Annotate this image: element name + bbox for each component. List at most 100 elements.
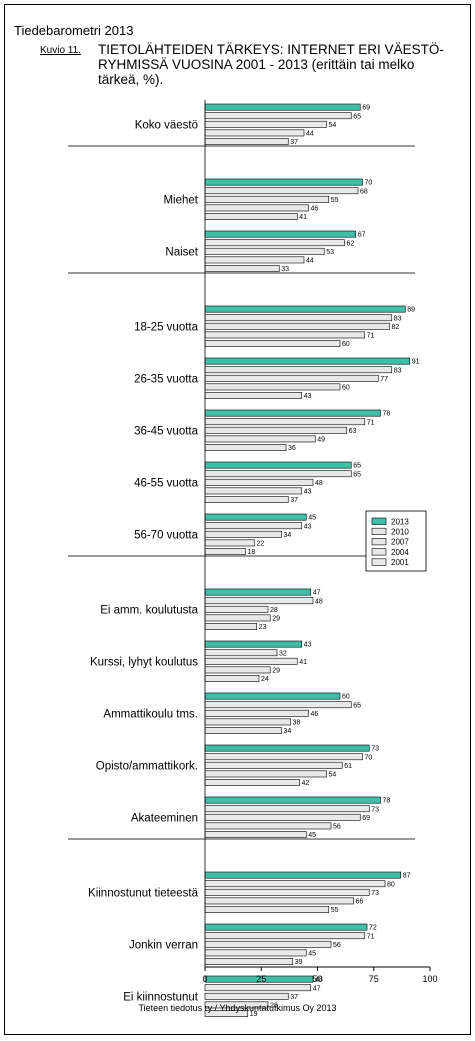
bar (204, 487, 303, 495)
bar-value-label: 53 (326, 249, 334, 256)
bar-value-label: 77 (380, 376, 388, 383)
bar-value-label: 45 (308, 951, 316, 958)
bar (204, 796, 381, 804)
category-label: Ei kiinnostunut (123, 991, 199, 1003)
category-label: 56-70 vuotta (134, 529, 199, 541)
bar (204, 426, 348, 434)
bar-value-label: 78 (383, 411, 391, 418)
bar (204, 366, 393, 374)
bar-value-label: 43 (304, 642, 312, 649)
bar (204, 322, 390, 330)
bar (204, 614, 271, 622)
bar-value-label: 71 (367, 419, 375, 426)
bar (204, 588, 312, 596)
bar-value-label: 60 (342, 341, 350, 348)
bar (204, 522, 303, 530)
bar (204, 195, 330, 203)
bar (204, 675, 260, 682)
bar (204, 239, 345, 247)
bar-value-label: 87 (403, 873, 411, 880)
bar (204, 539, 255, 547)
bar (204, 822, 332, 830)
bar-value-label: 39 (295, 959, 303, 966)
bar (204, 138, 289, 145)
bar (204, 187, 359, 195)
bar (204, 357, 411, 365)
bar-value-label: 43 (304, 489, 312, 496)
legend-swatch (371, 548, 387, 556)
bar-value-label: 48 (315, 977, 323, 984)
bar-value-label: 46 (311, 711, 319, 718)
bar (204, 418, 366, 426)
bar (204, 435, 316, 443)
bar-value-label: 66 (356, 899, 364, 906)
bar (204, 247, 325, 255)
bar-value-label: 67 (358, 232, 366, 239)
bar-value-label: 34 (284, 532, 292, 539)
bar (204, 597, 314, 605)
bar-value-label: 28 (270, 1003, 278, 1010)
bar-value-label: 55 (331, 907, 339, 914)
bar-value-label: 37 (290, 497, 298, 504)
legend-label: 2013 (391, 517, 409, 526)
bar-value-label: 73 (371, 890, 379, 897)
bar (204, 657, 298, 665)
bar-value-label: 24 (261, 676, 269, 683)
bar-value-label: 65 (353, 471, 361, 478)
bar (204, 305, 406, 313)
category-label: Ammattikoulu tms. (103, 708, 198, 720)
bar-value-label: 18 (248, 549, 256, 556)
bar-value-label: 91 (412, 359, 420, 366)
bar (204, 461, 352, 469)
header-title: Tiedebarometri 2013 (14, 23, 134, 38)
x-tick-label: 100 (422, 974, 437, 984)
bar (204, 871, 402, 879)
bar (204, 548, 246, 555)
bar (204, 513, 307, 521)
bar-value-label: 68 (360, 188, 368, 195)
category-label: Akateeminen (131, 812, 198, 824)
bar (204, 984, 312, 992)
bar (204, 409, 381, 417)
bar (204, 230, 357, 238)
bar-value-label: 89 (407, 307, 415, 314)
bar (204, 906, 330, 913)
bar-value-label: 41 (299, 659, 307, 666)
figure-title: TIETOLÄHTEIDEN TÄRKEYS: INTERNET ERI VÄE… (98, 42, 444, 87)
bar (204, 640, 303, 648)
bar (204, 129, 305, 137)
bar (204, 470, 352, 478)
bar-value-label: 41 (299, 214, 307, 221)
bar-value-label: 44 (306, 258, 314, 265)
bar-value-label: 19 (250, 1011, 258, 1018)
bar (204, 256, 305, 264)
bar-value-label: 45 (308, 515, 316, 522)
bar (204, 753, 363, 761)
bar-value-label: 69 (362, 105, 370, 112)
category-label: Miehet (163, 194, 198, 206)
bar (204, 178, 363, 186)
bar-value-label: 71 (367, 333, 375, 340)
bar-value-label: 29 (272, 668, 280, 675)
bar (204, 949, 307, 957)
bar-value-label: 61 (344, 763, 352, 770)
bar (204, 204, 309, 212)
legend-swatch (371, 558, 387, 566)
bar (204, 605, 269, 613)
legend-label: 2010 (391, 528, 409, 537)
bar-value-label: 47 (313, 985, 321, 992)
bar (204, 340, 341, 347)
bar-value-label: 56 (333, 824, 341, 831)
bar-value-label: 63 (349, 428, 357, 435)
bar (204, 770, 327, 778)
bar-value-label: 69 (362, 815, 370, 822)
bar-value-label: 60 (342, 385, 350, 392)
bar-value-label: 37 (290, 139, 298, 146)
category-label: 46-55 vuotta (134, 477, 199, 489)
category-label: Kiinnostunut tieteestä (88, 887, 199, 899)
bar (204, 314, 393, 322)
bar (204, 374, 379, 382)
bar-value-label: 22 (257, 541, 265, 548)
bar-value-label: 56 (333, 942, 341, 949)
